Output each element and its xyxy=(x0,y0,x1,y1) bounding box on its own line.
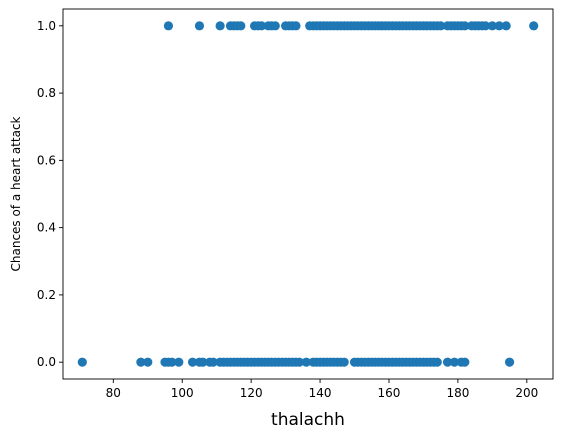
data-point xyxy=(215,21,225,31)
data-point xyxy=(291,21,301,31)
y-tick-label: 0.0 xyxy=(37,355,56,369)
points-layer xyxy=(77,21,539,367)
data-point xyxy=(167,357,177,367)
data-point xyxy=(460,357,470,367)
x-tick-label: 100 xyxy=(171,386,194,400)
data-point xyxy=(236,21,246,31)
y-axis-label: Chances of a heart attack xyxy=(9,116,23,271)
x-tick-label: 200 xyxy=(515,386,538,400)
x-tick-label: 120 xyxy=(240,386,263,400)
y-tick-label: 0.4 xyxy=(37,221,56,235)
y-tick-label: 1.0 xyxy=(37,19,56,33)
data-point xyxy=(436,21,446,31)
y-tick-label: 0.2 xyxy=(37,288,56,302)
data-point xyxy=(501,21,511,31)
data-point xyxy=(136,357,146,367)
data-point xyxy=(143,357,153,367)
data-point xyxy=(163,21,174,31)
data-point xyxy=(256,21,267,31)
data-point xyxy=(494,21,504,31)
data-point xyxy=(301,357,311,367)
data-point xyxy=(194,21,205,31)
x-tick-label: 140 xyxy=(309,386,332,400)
data-point xyxy=(208,357,218,367)
y-tick-label: 0.6 xyxy=(37,153,56,167)
data-point xyxy=(529,21,539,31)
x-axis: 80 100 120 140 160 180 200 xyxy=(106,379,538,400)
x-tick-label: 80 xyxy=(106,386,121,400)
data-point xyxy=(77,357,87,367)
data-point xyxy=(487,21,497,31)
data-point xyxy=(449,357,460,367)
y-tick-label: 0.8 xyxy=(37,86,56,100)
y-axis: 0.0 0.2 0.4 0.6 0.8 1.0 xyxy=(37,19,63,369)
x-axis-label: thalachh xyxy=(271,410,345,430)
data-point xyxy=(460,21,470,31)
data-point xyxy=(480,21,491,31)
data-point xyxy=(270,21,280,31)
plot-frame xyxy=(62,8,554,380)
data-point xyxy=(294,357,304,367)
x-tick-label: 160 xyxy=(378,386,401,400)
data-point xyxy=(174,357,184,367)
data-point xyxy=(198,357,208,367)
data-point xyxy=(442,357,453,367)
data-point xyxy=(187,357,198,367)
data-point xyxy=(339,357,349,367)
data-point xyxy=(432,357,442,367)
data-point xyxy=(504,357,515,367)
x-tick-label: 180 xyxy=(446,386,469,400)
